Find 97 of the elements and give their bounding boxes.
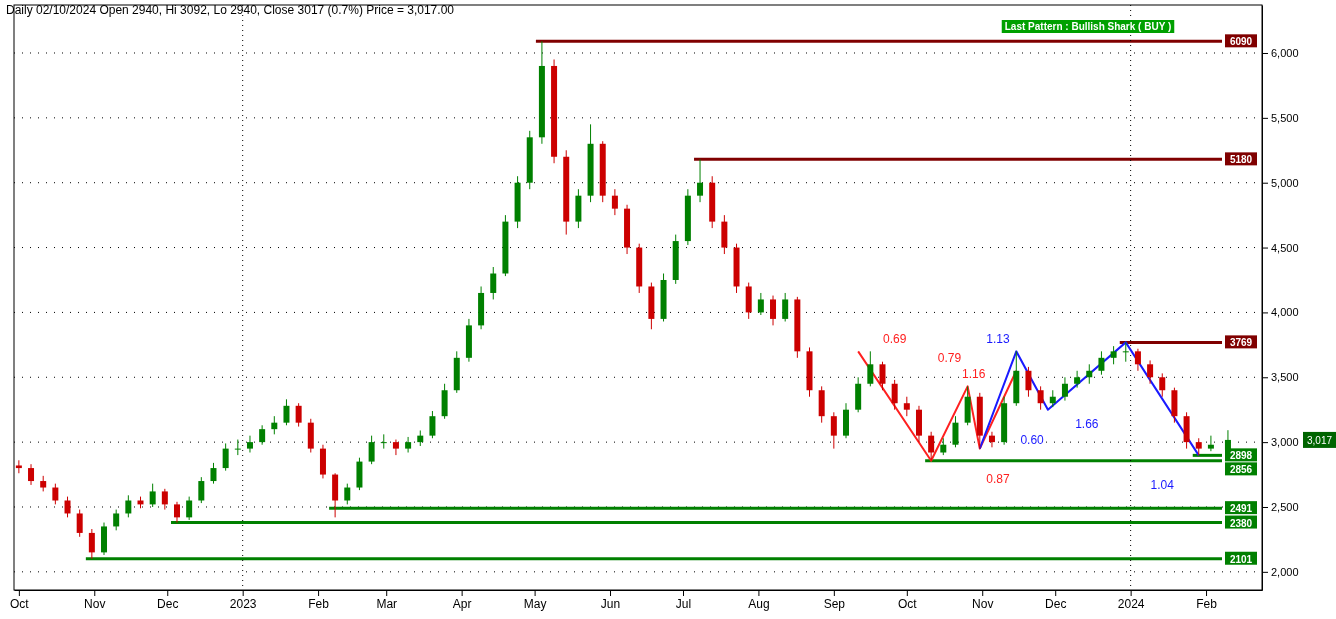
y-tick-label: 5,500 (1271, 111, 1299, 124)
annotation: 0.79 (937, 351, 962, 366)
y-tick-label: 2,000 (1271, 565, 1299, 578)
candlestick (903, 396, 910, 417)
x-tick-label: Aug (748, 596, 770, 611)
ref-line-label: 2898 (1229, 450, 1253, 462)
annotation: 0.87 (986, 471, 1011, 486)
candlestick (1134, 348, 1141, 372)
candlestick (988, 431, 995, 448)
candlestick (952, 415, 959, 448)
candlestick (173, 501, 180, 524)
x-tick-label: Nov (84, 596, 106, 611)
candlestick (697, 158, 704, 203)
candlestick (1122, 341, 1129, 363)
x-tick-label: May (523, 596, 547, 611)
candlestick (246, 435, 253, 454)
y-tick-label: 3,000 (1271, 436, 1299, 449)
candlestick (28, 463, 35, 486)
candlestick (1110, 345, 1117, 365)
candlestick (149, 483, 156, 508)
candlestick (867, 350, 874, 387)
candlestick (770, 295, 777, 326)
x-tick-label: Nov (972, 596, 994, 611)
candlestick (222, 442, 229, 472)
ref-line-label: 2101 (1229, 553, 1253, 565)
x-tick-label: Feb (308, 596, 330, 611)
x-tick-label: Sep (823, 596, 846, 611)
candlestick (161, 488, 168, 511)
chart-title: Daily 02/10/2024 Open 2940, Hi 3092, Lo 2940, Close 3017 (0.7%) Price = 3,017.00 (6, 3, 455, 17)
candlestick (757, 292, 764, 316)
candlestick (198, 476, 205, 504)
candlestick (490, 266, 497, 300)
line-series (857, 350, 1018, 462)
ref-line-label: 5180 (1229, 154, 1253, 166)
candlestick (1061, 376, 1068, 402)
candlestick (611, 188, 618, 216)
y-tick-label: 6,000 (1271, 47, 1299, 60)
candlestick (429, 410, 436, 439)
ref-line-label: 2491 (1229, 503, 1253, 515)
x-tick-label: 2024 (1117, 596, 1145, 611)
candlestick (344, 483, 351, 505)
x-tick-label: 2023 (229, 596, 257, 611)
candlestick (879, 361, 886, 391)
candlestick (15, 459, 22, 474)
candlestick (928, 431, 935, 462)
candlestick (782, 292, 789, 322)
candlestick (125, 494, 132, 518)
annotation: 1.16 (962, 367, 986, 382)
candlestick (830, 411, 837, 450)
y-tick-label: 3,500 (1271, 371, 1299, 384)
candlestick (283, 398, 290, 426)
y-tick-label: 4,000 (1271, 306, 1299, 319)
x-tick-label: Jul (675, 596, 692, 611)
candlestick (1207, 435, 1214, 452)
annotation: 0.60 (1020, 432, 1045, 447)
candlestick (295, 402, 302, 428)
annotation: 0.69 (882, 332, 907, 347)
candlestick (368, 435, 375, 465)
candlestick (76, 509, 83, 538)
x-tick-label: Dec (1045, 596, 1067, 611)
annotation: 1.66 (1075, 416, 1099, 431)
candlestick (1025, 366, 1032, 398)
ref-line-label: 2856 (1229, 464, 1253, 476)
candlestick (1147, 359, 1154, 385)
candlestick (405, 436, 412, 454)
x-tick-label: Apr (452, 596, 472, 611)
x-tick-label: Oct (897, 596, 918, 611)
candlestick (259, 424, 266, 446)
candlestick (52, 483, 59, 505)
candlestick (1086, 363, 1093, 385)
y-tick-label: 2,500 (1271, 501, 1299, 513)
candlestick (113, 509, 120, 531)
annotation: 1.13 (986, 332, 1011, 347)
candlestick (380, 433, 387, 450)
annotation: Last Pattern : Bullish Shark ( BUY ) (1004, 21, 1172, 32)
ref-line-label: 6090 (1229, 36, 1253, 48)
x-tick-label: Mar (376, 596, 398, 611)
candlestick (392, 439, 399, 456)
candlestick (1159, 372, 1166, 398)
candlestick (64, 496, 71, 518)
y-tick-label: 4,500 (1271, 241, 1299, 254)
annotation: 1.04 (1150, 478, 1175, 493)
ref-line-label: 2380 (1229, 517, 1253, 529)
candlestick (1074, 370, 1081, 389)
candlestick (1098, 350, 1105, 376)
x-tick-label: Feb (1196, 596, 1218, 611)
candlestick (271, 415, 278, 435)
candlestick (210, 462, 217, 485)
x-tick-label: Oct (10, 596, 30, 611)
candlestick (88, 528, 95, 560)
candlestick (891, 379, 898, 411)
y-tick-label: 5,000 (1271, 176, 1299, 189)
candlestick (1037, 385, 1044, 411)
x-tick-label: Dec (157, 596, 179, 611)
ref-line-label: 3769 (1229, 337, 1253, 349)
text: 3,017 (1306, 434, 1333, 446)
x-tick-label: Jun (600, 596, 621, 611)
